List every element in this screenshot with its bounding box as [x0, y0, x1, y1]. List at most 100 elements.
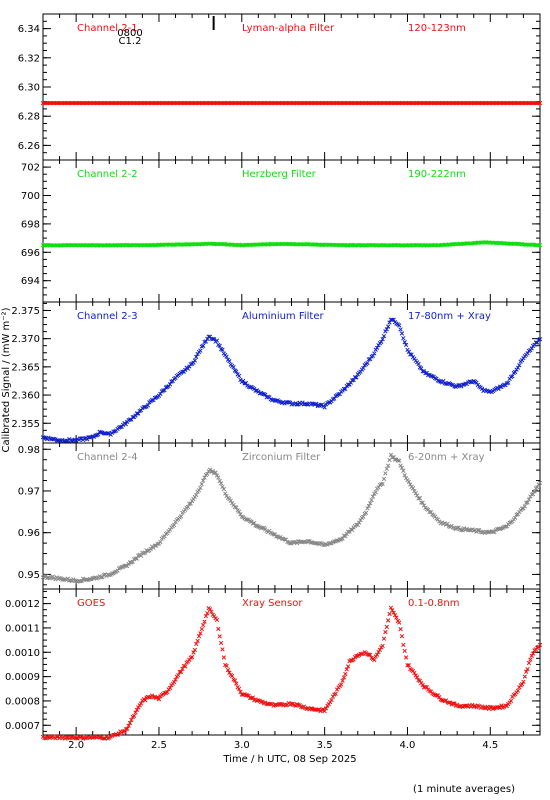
data-point	[231, 365, 236, 370]
filter-label: Lyman-alpha Filter	[242, 23, 335, 34]
data-point	[526, 660, 532, 666]
data-point	[199, 482, 204, 487]
data-point	[434, 693, 439, 698]
data-point	[380, 643, 385, 648]
data-point	[354, 375, 359, 380]
panel-1: 6.26 6.28 6.30 6.32 6.34 Channel 2-1 Lyman-alp…	[18, 13, 543, 161]
data-point	[220, 484, 225, 489]
data-point	[194, 354, 199, 359]
data-point	[391, 610, 396, 615]
data-point	[392, 612, 398, 618]
data-point	[452, 701, 457, 706]
data-point	[224, 663, 229, 668]
data-point	[495, 704, 500, 710]
data-point	[198, 485, 203, 491]
data-point	[216, 475, 221, 480]
event-time-label: 0800	[117, 28, 142, 39]
data-point	[167, 382, 173, 387]
data-point	[221, 486, 227, 492]
data-point	[253, 388, 258, 393]
data-point	[234, 505, 239, 510]
y-tick-label: 0.0012	[5, 599, 40, 610]
data-point	[217, 343, 222, 348]
data-point	[406, 479, 412, 484]
panel-4: 0.95 0.96 0.97 0.98 Channel 2-4 Zirconium Fil…	[18, 442, 543, 590]
data-point	[373, 490, 378, 495]
filter-label: Aluminium Filter	[242, 311, 325, 322]
data-point	[488, 705, 493, 710]
data-point	[314, 401, 319, 407]
data-point	[376, 649, 381, 655]
data-point	[381, 333, 387, 339]
data-point	[227, 358, 232, 364]
data-point	[350, 527, 355, 533]
y-tick-label: 6.26	[18, 141, 40, 152]
data-point	[217, 634, 222, 639]
data-point	[537, 337, 543, 342]
data-point	[263, 392, 268, 397]
data-point	[217, 478, 222, 484]
data-point	[183, 367, 188, 373]
data-point	[148, 546, 153, 552]
y-tick-label: 698	[21, 219, 40, 230]
data-point	[198, 631, 203, 636]
data-point	[173, 677, 178, 682]
data-point	[403, 342, 409, 348]
data-point	[426, 372, 431, 378]
data-point	[345, 382, 351, 387]
data-point	[258, 699, 264, 705]
data-point	[490, 529, 496, 535]
data-point	[200, 343, 206, 348]
data-point	[145, 403, 151, 408]
y-tick-label: 6.30	[18, 83, 40, 94]
data-point	[271, 532, 276, 537]
y-tick-label: 0.97	[18, 486, 40, 497]
channel-label: GOES	[77, 598, 105, 609]
data-point	[524, 669, 529, 674]
data-point	[196, 634, 202, 639]
data-point	[374, 652, 380, 657]
panel-3: 2.355 2.360 2.365 2.370 2.375 Channel 2-3 Alum…	[11, 301, 543, 444]
data-point	[42, 574, 47, 579]
data-point	[406, 663, 412, 668]
data-point	[205, 471, 210, 477]
data-point	[530, 491, 536, 497]
data-point	[180, 369, 185, 374]
data-point	[365, 360, 370, 366]
data-point	[439, 698, 445, 703]
data-point	[289, 701, 294, 706]
data-point	[98, 430, 104, 435]
data-point	[82, 436, 87, 441]
data-point	[308, 706, 313, 711]
data-point	[79, 578, 84, 584]
data-point	[417, 496, 423, 501]
data-point	[214, 473, 220, 478]
data-point	[134, 556, 140, 561]
data-point	[343, 386, 348, 392]
data-point	[391, 317, 396, 322]
data-point	[399, 331, 405, 336]
y-tick-label: 0.95	[18, 570, 40, 581]
data-point	[310, 401, 315, 406]
data-point	[194, 641, 199, 647]
data-point	[380, 337, 385, 342]
data-point	[405, 663, 410, 668]
data-point	[333, 691, 338, 696]
data-point	[220, 347, 225, 352]
data-point	[185, 504, 191, 510]
data-point	[205, 611, 210, 616]
data-point	[85, 437, 90, 442]
data-point	[101, 736, 106, 741]
data-point	[329, 697, 334, 703]
data-point	[54, 734, 59, 739]
data-point	[195, 638, 200, 644]
data-point	[416, 361, 421, 367]
data-point	[354, 653, 359, 659]
data-point	[119, 564, 124, 570]
data-point	[194, 492, 199, 498]
data-point	[508, 698, 514, 703]
data-point	[232, 678, 238, 683]
data-point	[203, 339, 209, 344]
data-point	[402, 340, 407, 345]
data-point	[323, 706, 329, 711]
